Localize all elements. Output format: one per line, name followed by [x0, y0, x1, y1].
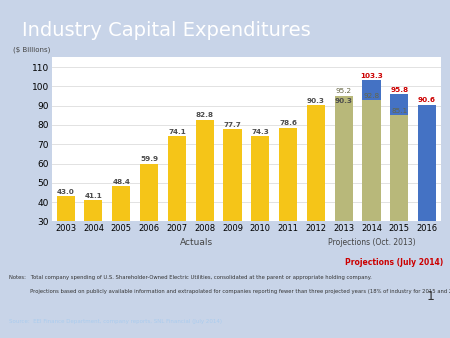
Bar	[112, 186, 130, 279]
Bar	[224, 129, 242, 279]
Bar	[57, 196, 75, 279]
Bar	[168, 136, 186, 279]
Text: 95.8: 95.8	[390, 87, 408, 93]
Text: ($ Billions): ($ Billions)	[13, 46, 50, 52]
Text: Projections based on publicly available information and extrapolated for compani: Projections based on publicly available …	[9, 289, 450, 294]
Bar	[307, 105, 325, 279]
Bar	[140, 164, 158, 279]
Bar	[362, 100, 381, 279]
Bar	[85, 200, 103, 279]
Text: Projections (Oct. 2013): Projections (Oct. 2013)	[328, 238, 415, 247]
Text: 92.8: 92.8	[364, 93, 379, 99]
Text: 74.3: 74.3	[252, 128, 269, 135]
Bar	[335, 105, 353, 279]
Text: Industry Capital Expenditures: Industry Capital Expenditures	[22, 21, 310, 40]
Bar	[335, 96, 353, 279]
Bar	[196, 120, 214, 279]
Text: 41.1: 41.1	[85, 193, 102, 199]
Bar	[390, 95, 408, 279]
Text: 43.0: 43.0	[57, 189, 75, 195]
Text: 59.9: 59.9	[140, 156, 158, 162]
Text: 1: 1	[427, 290, 434, 303]
Text: Notes:   Total company spending of U.S. Shareholder-Owned Electric Utilities, co: Notes: Total company spending of U.S. Sh…	[9, 275, 372, 280]
Text: Source:  EEI Finance Department, company reports, SNL Financial (July 2014): Source: EEI Finance Department, company …	[9, 319, 222, 324]
Text: Actuals: Actuals	[180, 238, 213, 247]
Text: 90.6: 90.6	[418, 97, 436, 103]
Text: Projections (July 2014): Projections (July 2014)	[345, 258, 443, 267]
Text: 74.1: 74.1	[168, 129, 186, 135]
Bar	[418, 104, 436, 279]
Text: 95.2: 95.2	[336, 88, 352, 94]
Text: 103.3: 103.3	[360, 73, 383, 79]
Bar	[362, 80, 381, 279]
Bar	[279, 128, 297, 279]
Text: 48.4: 48.4	[112, 178, 130, 185]
Text: 90.3: 90.3	[335, 98, 353, 104]
Bar	[251, 136, 269, 279]
Text: 77.7: 77.7	[224, 122, 241, 128]
Text: 82.8: 82.8	[196, 112, 214, 118]
Bar	[390, 115, 408, 279]
Text: 90.3: 90.3	[307, 98, 325, 104]
Text: 85.1: 85.1	[391, 108, 407, 114]
Text: 78.6: 78.6	[279, 120, 297, 126]
